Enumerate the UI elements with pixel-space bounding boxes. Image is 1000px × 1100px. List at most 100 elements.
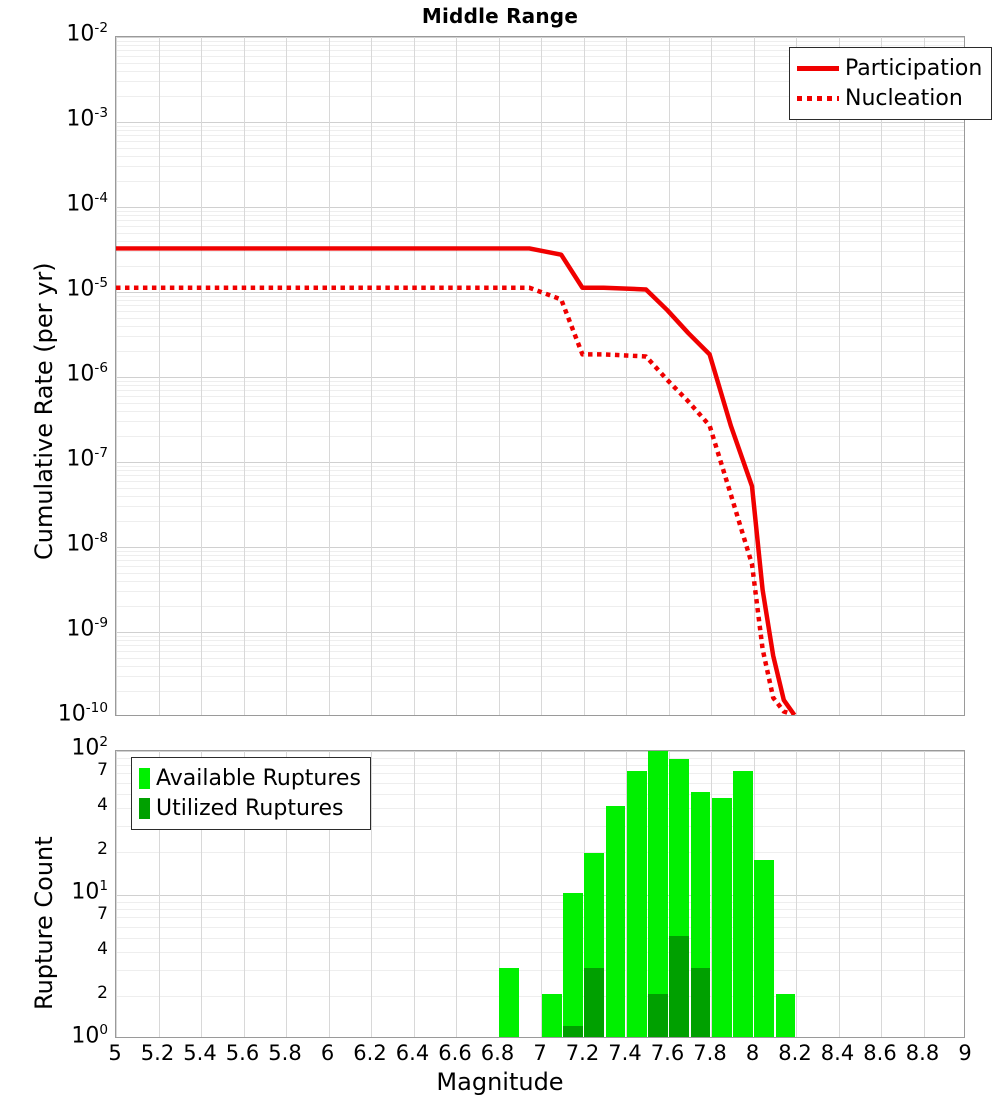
gridline-h	[116, 475, 964, 477]
x-tick-label: 7.4	[608, 1041, 642, 1065]
gridline-h	[116, 402, 964, 404]
y-tick-label: 10-7	[66, 445, 108, 472]
gridline-v	[626, 37, 627, 715]
gridline-v	[711, 37, 712, 715]
gridline-v	[923, 751, 925, 1037]
gridline-v	[838, 37, 840, 715]
bar-utilized	[563, 1025, 583, 1037]
gridline-v	[881, 37, 882, 715]
gridline-h	[116, 336, 964, 338]
gridline-h	[116, 691, 964, 693]
gridline-h	[116, 462, 964, 463]
gridline-h	[116, 300, 964, 302]
gridline-h	[116, 676, 964, 678]
gridline-v	[541, 751, 542, 1037]
gridline-v	[158, 751, 160, 1037]
legend-item-participation: Participation	[797, 53, 982, 83]
gridline-h	[116, 650, 964, 652]
x-tick-label: 8.2	[778, 1041, 812, 1065]
x-tick-label: 8.4	[820, 1041, 855, 1065]
x-tick-label: 6	[320, 1041, 335, 1065]
bar-utilized	[648, 993, 668, 1037]
gridline-h	[116, 305, 964, 307]
gridline-h	[116, 895, 964, 896]
gridline-h	[116, 317, 964, 319]
gridline-v	[583, 37, 585, 715]
gridline-h	[116, 37, 964, 38]
gridline-v	[498, 37, 500, 715]
y-tick-label: 2	[97, 838, 108, 859]
legend-label-utilized: Utilized Ruptures	[156, 795, 344, 821]
y-tick-label: 10-2	[66, 20, 108, 47]
legend-label-participation: Participation	[845, 55, 983, 81]
y-tick-label: 10-3	[66, 105, 108, 132]
gridline-h	[116, 773, 964, 775]
gridline-h	[116, 240, 964, 242]
gridline-h	[116, 794, 964, 796]
gridline-h	[116, 380, 964, 382]
gridline-h	[116, 465, 964, 467]
utilized-swatch-icon	[139, 797, 150, 819]
gridline-v	[541, 37, 542, 715]
gridline-h	[116, 826, 964, 828]
gridline-h	[116, 220, 964, 222]
y-tick-label: 102	[71, 734, 108, 761]
curve-nucleation	[116, 285, 796, 715]
y-tick-label: 101	[71, 878, 108, 905]
gridline-h	[116, 295, 964, 297]
solid-line-icon	[797, 65, 839, 71]
gridline-h	[116, 155, 964, 157]
x-tick-label: 5.8	[268, 1041, 302, 1065]
gridline-v	[668, 751, 670, 1037]
gridline-h	[116, 325, 964, 327]
gridline-h	[116, 782, 964, 784]
gridline-v	[626, 751, 627, 1037]
gridline-h	[116, 470, 964, 472]
gridline-h	[116, 390, 964, 392]
x-tick-label: 8.6	[863, 1041, 897, 1065]
gridline-v	[583, 751, 585, 1037]
legend-item-utilized: Utilized Ruptures	[139, 793, 361, 823]
gridline-v	[753, 37, 755, 715]
y-tick-label: 2	[97, 982, 108, 1003]
gridline-h	[116, 421, 964, 423]
gridline-h	[116, 580, 964, 582]
gridline-h	[116, 125, 964, 127]
legend-item-nucleation: Nucleation	[797, 83, 982, 113]
gridline-v	[286, 751, 287, 1037]
gridline-h	[116, 938, 964, 940]
x-tick-label: 5.2	[140, 1041, 175, 1065]
gridline-h	[116, 81, 964, 83]
gridline-h	[116, 385, 964, 387]
gridline-v	[201, 37, 202, 715]
cumulative-rate-plot	[115, 36, 965, 716]
gridline-v	[243, 751, 245, 1037]
bottom-y-axis-title: Rupture Count	[30, 836, 58, 1010]
gridline-h	[116, 751, 964, 752]
y-tick-label: 7	[97, 904, 108, 925]
gridline-h	[116, 591, 964, 593]
curve-participation	[116, 246, 797, 715]
x-tick-label: 5.4	[183, 1041, 217, 1065]
gridline-h	[116, 62, 964, 64]
rate-curves	[116, 246, 797, 715]
y-tick-label: 10-6	[66, 360, 108, 387]
y-tick-label: 10-4	[66, 190, 108, 217]
gridline-h	[116, 55, 964, 57]
available-swatch-icon	[139, 767, 150, 789]
gridline-h	[116, 851, 964, 853]
gridline-v	[116, 37, 117, 715]
gridline-v	[286, 37, 287, 715]
gridline-v	[753, 751, 755, 1037]
gridline-h	[116, 215, 964, 217]
bar-available	[605, 806, 626, 1037]
x-tick-label: 9	[958, 1041, 972, 1065]
y-tick-label: 10-10	[57, 700, 108, 727]
page-title: Middle Range	[421, 4, 579, 28]
gridline-h	[116, 410, 964, 412]
gridline-v	[116, 751, 117, 1037]
y-tick-label: 10-9	[66, 615, 108, 642]
bar-utilized	[690, 968, 711, 1037]
gridline-h	[116, 140, 964, 142]
